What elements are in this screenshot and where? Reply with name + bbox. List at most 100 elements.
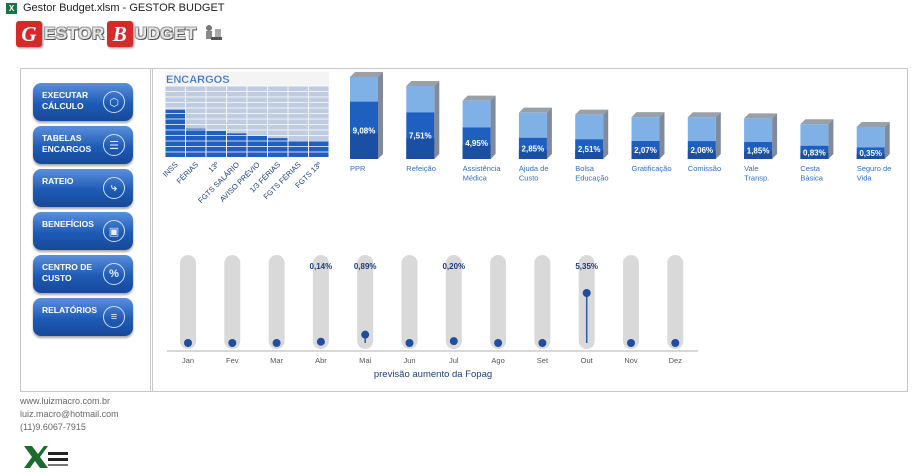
encargos-bar — [186, 128, 206, 157]
fopag-track — [490, 255, 507, 349]
fopag-point — [449, 337, 458, 346]
beneficio-bar-side — [490, 95, 496, 159]
beneficio-tick-line: Gratificação — [632, 164, 672, 173]
beneficio-tick-line: Custo — [519, 174, 539, 183]
fopag-data-label: 0,89% — [354, 262, 377, 271]
beneficio-bar-top — [687, 112, 721, 118]
beneficio-bar-base — [406, 137, 435, 159]
fopag-track — [357, 255, 374, 349]
cubes-icon: ⬡ — [103, 91, 125, 113]
beneficio-bar-top — [406, 80, 440, 86]
beneficio-bar-side — [772, 113, 778, 159]
beneficio-data-label: 9,08% — [353, 126, 376, 135]
beneficio-bar-side — [715, 112, 721, 159]
fopag-data-label: 5,35% — [575, 262, 598, 271]
encargos-bar — [206, 131, 226, 157]
fopag-tick-label: Dez — [669, 356, 683, 365]
fopag-track — [623, 255, 639, 349]
beneficio-bar-empty — [744, 118, 773, 142]
window-title: Gestor Budget.xlsm - GESTOR BUDGET — [23, 2, 225, 14]
beneficio-bar-base — [856, 153, 885, 159]
beneficio-tick-line: Cesta — [800, 164, 820, 173]
footer-email: luiz.macro@hotmail.com — [20, 409, 119, 419]
beneficio-tick-line: Comissão — [688, 164, 721, 173]
fopag-track — [180, 255, 196, 349]
fopag-point — [316, 337, 325, 346]
fopag-point — [405, 339, 414, 347]
beneficio-data-label: 2,85% — [522, 144, 545, 153]
fopag-tick-label: Set — [537, 356, 549, 365]
fopag-tick-label: Nov — [624, 356, 638, 365]
fopag-point — [671, 339, 680, 347]
fopag-point — [494, 339, 503, 347]
beneficio-bar-side — [434, 80, 440, 159]
encargos-tick-label: FÉRIAS — [175, 160, 201, 186]
beneficio-bar-base — [744, 151, 773, 159]
fopag-month: Mar — [268, 255, 285, 365]
beneficio-bar-empty — [687, 117, 716, 142]
beneficio-bar-top — [800, 119, 834, 125]
fopag-track — [224, 255, 241, 349]
beneficio-data-label: 0,35% — [859, 149, 882, 158]
beneficio-bar-side — [828, 119, 834, 159]
beneficio-data-label: 4,95% — [465, 139, 488, 148]
beneficio-bar-top — [518, 107, 552, 113]
beneficio-bar-empty — [800, 124, 829, 146]
fopag-tick-label: Jun — [403, 356, 415, 365]
beneficio-tick-label: Ajuda de Custo — [519, 164, 549, 183]
fopag-point — [184, 339, 192, 347]
fopag-point — [361, 330, 370, 339]
beneficio-data-label: 7,51% — [409, 132, 432, 141]
beneficio-tick-label: Refeição — [406, 164, 436, 173]
rateio-button[interactable]: RATEIO ⤷ — [33, 169, 133, 207]
beneficio-bar-base — [462, 144, 491, 159]
beneficio-bar-top — [462, 95, 496, 101]
fopag-track — [401, 255, 418, 349]
centro-de-custo-button[interactable]: CENTRO DE CUSTO % — [33, 255, 133, 293]
share-icon: ⤷ — [103, 177, 125, 199]
fopag-tick-label: Jan — [182, 356, 194, 365]
beneficio-tick-line: Bolsa — [575, 164, 595, 173]
beneficio-tick-line: PPR — [350, 164, 366, 173]
encargos-bar — [288, 140, 308, 157]
beneficio-tick-label: Gratificação — [632, 164, 672, 173]
tabelas-encargos-button[interactable]: TABELAS ENCARGOS ☰ — [33, 126, 133, 164]
fopag-month: 5,35% Out — [575, 255, 598, 365]
beneficio-bar: 1,85% Vale Transp. — [744, 113, 778, 183]
beneficio-bar-top — [856, 121, 890, 127]
beneficios-button[interactable]: BENEFÍCIOS ▣ — [33, 212, 133, 250]
fopag-tick-label: Mai — [359, 356, 371, 365]
beneficio-tick-line: Médica — [463, 174, 488, 183]
fopag-point — [582, 289, 591, 297]
fopag-data-label: 0,20% — [442, 262, 465, 271]
beneficio-tick-line: Refeição — [406, 164, 436, 173]
relatorios-button[interactable]: RELATÓRIOS ≡ — [33, 298, 133, 336]
encargos-bar — [227, 133, 247, 157]
encargos-bar-bg — [288, 86, 308, 157]
beneficio-tick-label: Comissão — [688, 164, 721, 173]
beneficio-data-label: 2,06% — [690, 146, 713, 155]
beneficio-bar-empty — [856, 126, 885, 148]
fopag-point — [538, 339, 547, 347]
brand-word-udget: UDGET — [134, 24, 197, 43]
scroll-icon: ≡ — [103, 306, 125, 328]
beneficio-tick-label: Vale Transp. — [744, 164, 769, 183]
beneficio-data-label: 0,83% — [803, 148, 826, 157]
executar-calculo-button[interactable]: EXECUTAR CÁLCULO ⬡ — [33, 83, 133, 121]
beneficio-bar-empty — [406, 85, 435, 113]
beneficio-tick-line: Vida — [857, 174, 873, 183]
fopag-month: Nov — [623, 255, 639, 365]
fopag-month: Jan — [180, 255, 196, 365]
beneficio-tick-label: PPR — [350, 164, 366, 173]
beneficio-data-label: 2,51% — [578, 145, 601, 154]
fopag-track — [268, 255, 285, 349]
fopag-track — [667, 255, 684, 349]
beneficio-bar: 0,83% Cesta Básica — [800, 119, 834, 183]
brand-letter-b: B — [106, 21, 133, 47]
beneficio-bar-top — [575, 109, 609, 115]
beneficio-tick-label: Cesta Básica — [800, 164, 823, 183]
fopag-month: Jun — [401, 255, 418, 365]
encargos-title: ENCARGOS — [166, 74, 230, 86]
fopag-tick-label: Ago — [491, 356, 504, 365]
beneficio-tick-label: Bolsa Educação — [575, 164, 608, 183]
